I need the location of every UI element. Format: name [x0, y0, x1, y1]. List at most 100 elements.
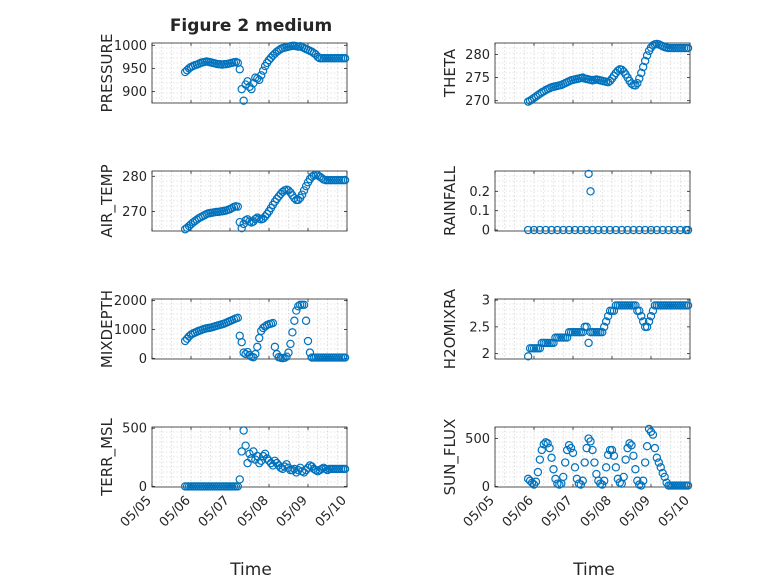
- data-point: [607, 445, 617, 455]
- y-tick-label: 2: [482, 347, 490, 362]
- data-points: [180, 300, 350, 363]
- data-point: [260, 449, 270, 458]
- data-point: [580, 458, 589, 467]
- data-point: [257, 71, 266, 80]
- x-tick-label: 05/10: [313, 493, 350, 530]
- data-point: [639, 62, 648, 72]
- data-points: [180, 41, 350, 105]
- data-point: [294, 195, 303, 205]
- data-point: [611, 225, 621, 235]
- data-point: [535, 455, 545, 464]
- data-point: [648, 430, 658, 439]
- data-point: [531, 477, 541, 486]
- data-point: [562, 333, 572, 342]
- data-point: [640, 458, 650, 467]
- data-point: [286, 339, 295, 349]
- subplot-sun-flux: 0 500 05/05 05/06 05/07 05/08 05/09 05/10 SUN_FL…: [441, 419, 693, 531]
- data-point: [290, 316, 299, 325]
- data-point: [239, 426, 248, 435]
- data-point: [570, 225, 580, 235]
- x-tick-label: 05/08: [578, 493, 615, 530]
- data-point: [683, 481, 693, 490]
- y-tick-label: 950: [122, 62, 147, 77]
- data-point: [523, 352, 533, 361]
- data-point: [535, 344, 545, 353]
- data-point: [549, 465, 558, 474]
- data-point: [633, 78, 642, 88]
- data-point: [584, 338, 593, 348]
- data-point: [609, 451, 619, 460]
- data-points: [180, 170, 350, 234]
- subplot-terr-msl: 0 500 05/05 05/06 05/07 05/08 05/09 05/10 TERR_M…: [98, 417, 350, 530]
- data-point: [311, 465, 320, 475]
- y-tick-label: 270: [465, 94, 490, 109]
- x-tick-label: 05/05: [118, 493, 155, 530]
- data-point: [551, 474, 560, 484]
- data-point: [299, 300, 309, 309]
- data-point: [566, 443, 576, 453]
- data-point: [541, 225, 550, 235]
- data-point: [582, 443, 591, 453]
- data-point: [317, 464, 326, 474]
- axes-box: [151, 42, 348, 104]
- data-point: [258, 66, 268, 75]
- data-point: [582, 322, 591, 332]
- subplot-rainfall: 0 0.1 0.2 RAINFALL: [441, 165, 693, 239]
- x-tick-label: 05/06: [500, 493, 537, 530]
- data-point: [549, 338, 558, 348]
- data-point: [235, 217, 244, 227]
- axes-box: [151, 426, 348, 488]
- y-tick-label: 500: [465, 432, 490, 447]
- data-point: [294, 302, 303, 311]
- y-axis-label: MIXDEPTH: [98, 290, 116, 368]
- x-axis-label-left: Time: [229, 560, 272, 580]
- data-point: [568, 448, 578, 458]
- data-point: [642, 51, 652, 60]
- data-point: [648, 306, 658, 315]
- y-axis-label: RAINFALL: [441, 165, 459, 236]
- data-point: [590, 458, 599, 467]
- y-tick-label: 280: [122, 170, 147, 185]
- y-tick-label: 275: [465, 71, 490, 86]
- data-point: [284, 348, 293, 357]
- data-point: [255, 75, 264, 85]
- data-points: [180, 426, 350, 491]
- data-point: [313, 52, 322, 62]
- data-point: [601, 317, 611, 326]
- data-point: [260, 212, 270, 221]
- data-point: [683, 43, 693, 53]
- data-point: [652, 453, 662, 462]
- data-point: [598, 328, 607, 337]
- data-point: [621, 455, 630, 464]
- data-point: [605, 225, 615, 235]
- data-point: [572, 474, 582, 484]
- data-point: [235, 475, 244, 484]
- data-point: [576, 225, 586, 235]
- data-point: [570, 463, 580, 472]
- data-point: [660, 472, 669, 482]
- data-point: [637, 311, 646, 321]
- x-tick-label: 05/06: [157, 493, 194, 530]
- data-point: [613, 66, 623, 75]
- y-axis-label: H2OMIXRA: [441, 288, 459, 369]
- data-point: [233, 202, 242, 211]
- data-point: [631, 81, 640, 90]
- data-point: [237, 337, 246, 347]
- x-tick-label: 05/10: [656, 493, 693, 530]
- data-point: [637, 481, 646, 490]
- data-point: [559, 472, 568, 482]
- data-point: [611, 463, 621, 472]
- data-point: [290, 193, 299, 203]
- data-point: [564, 225, 574, 235]
- data-point: [280, 353, 289, 363]
- data-point: [288, 328, 297, 337]
- data-point: [323, 465, 332, 475]
- data-point: [241, 441, 250, 450]
- y-tick-label: 900: [122, 85, 147, 100]
- data-point: [637, 68, 646, 78]
- y-tick-label: 0: [139, 352, 147, 367]
- data-point: [527, 478, 537, 487]
- data-point: [239, 96, 248, 105]
